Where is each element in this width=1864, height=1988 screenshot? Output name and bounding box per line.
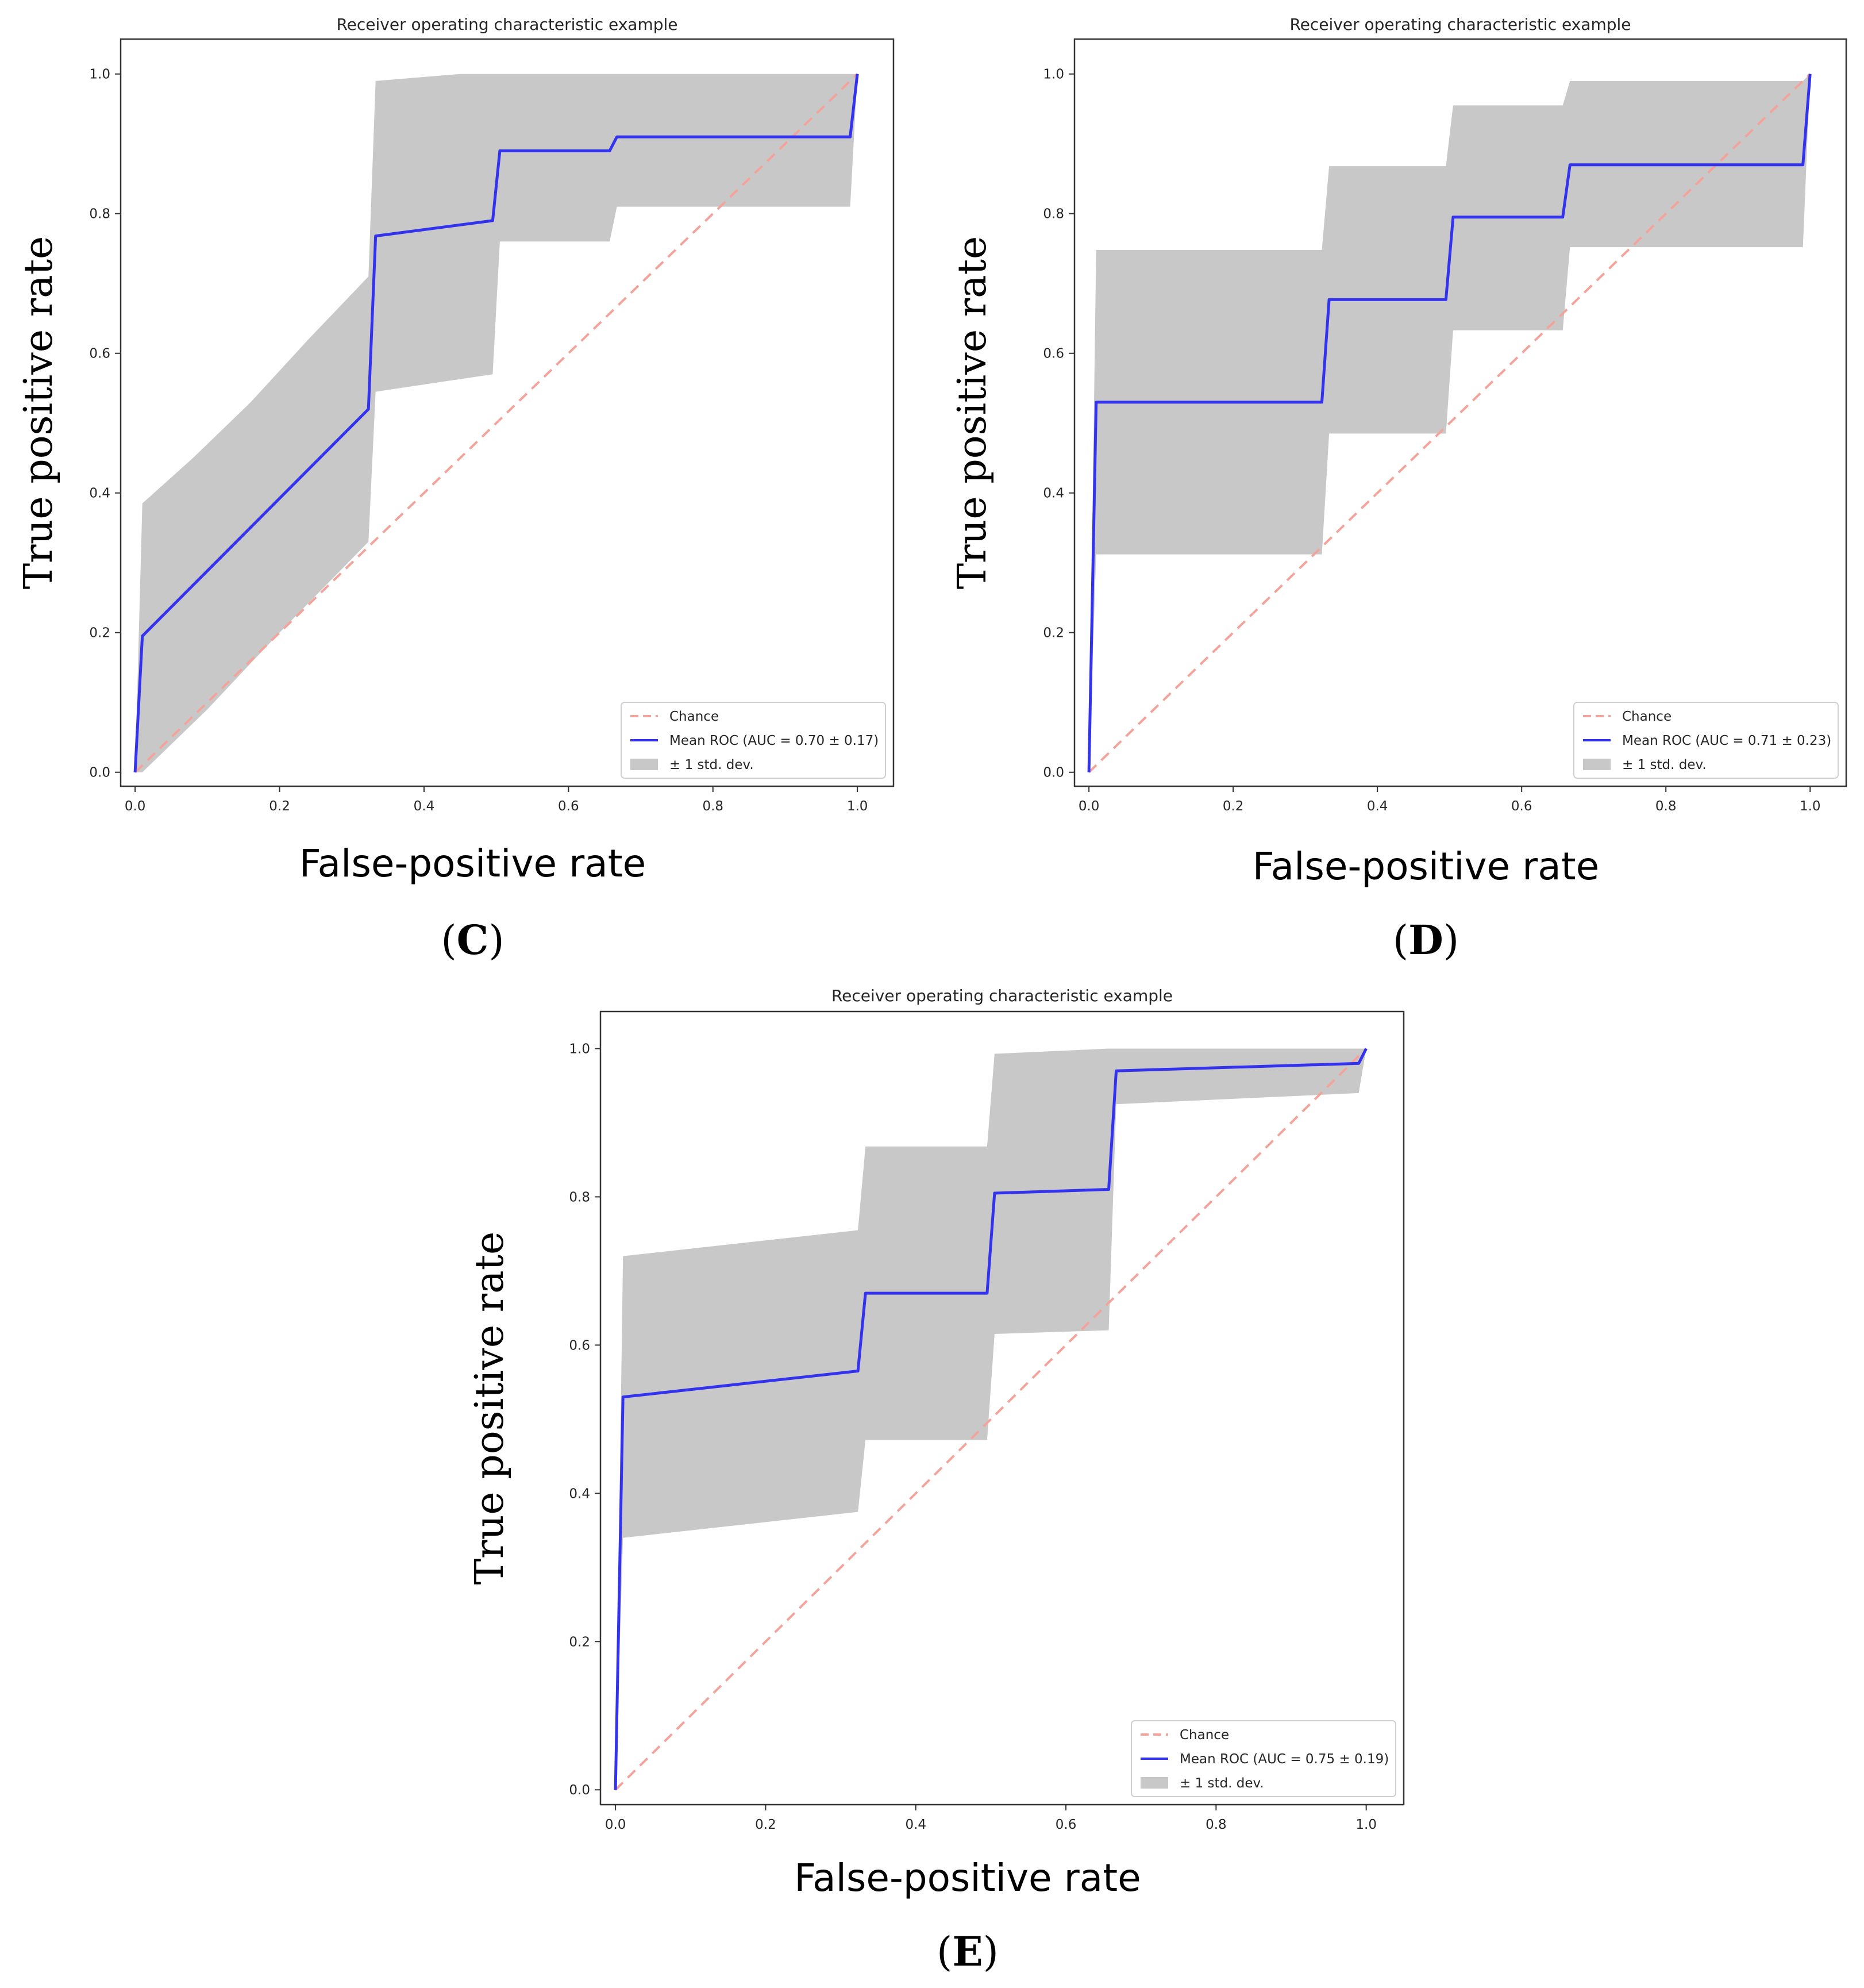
x-tick-label: 0.6 [1056,1817,1077,1832]
x-tick-label: 0.2 [755,1817,776,1832]
roc-panel-e: Receiver operating characteristic exampl… [457,977,1434,1988]
x-tick-label: 0.0 [605,1817,626,1832]
x-tick-label: 0.0 [125,799,146,814]
roc-panel-d: Receiver operating characteristic exampl… [942,0,1864,977]
legend-label: Chance [1622,709,1672,724]
panel-label-open: ( [441,917,456,964]
panel-label-close: ) [1443,917,1459,964]
y-axis-label: True positive rate [16,236,61,590]
y-tick-label: 1.0 [569,1041,590,1056]
roc-chart-c: Receiver operating characteristic exampl… [16,15,895,964]
legend-label: ± 1 std. dev. [1622,757,1707,772]
y-tick-label: 0.8 [1043,207,1064,222]
mean-roc-line [614,1048,1368,1790]
y-tick-label: 0.0 [89,766,110,780]
roc-chart-d: Receiver operating characteristic exampl… [950,15,1847,964]
legend-label: Mean ROC (AUC = 0.71 ± 0.23) [1622,733,1831,748]
x-tick-label: 0.4 [1367,799,1388,814]
panel-label: (E) [937,1928,999,1975]
mean-roc-line [1087,74,1812,772]
legend-band-key [1583,759,1611,770]
x-tick-label: 0.6 [558,799,579,814]
x-tick-label: 0.2 [269,799,290,814]
y-tick-label: 0.4 [1043,486,1064,501]
x-tick-label: 0.4 [905,1817,926,1832]
panel-label-letter: E [952,1928,983,1975]
y-tick-label: 0.2 [1043,626,1064,641]
chance-line [1088,73,1811,774]
roc-chart-e: Receiver operating characteristic exampl… [467,986,1405,1975]
roc-panel-c: Receiver operating characteristic exampl… [0,0,919,977]
panel-label-letter: C [457,916,489,964]
panel-label: (D) [1393,916,1459,964]
panel-label: (C) [441,916,504,964]
mean-roc-line [133,74,859,772]
x-tick-label: 1.0 [847,799,868,814]
y-tick-label: 0.8 [569,1190,590,1205]
std-dev-band [615,1048,1366,1790]
x-axis-label: False-positive rate [794,1856,1141,1900]
y-tick-label: 0.2 [569,1635,590,1649]
x-axis-label: False-positive rate [299,841,646,886]
y-tick-label: 0.6 [569,1338,590,1353]
x-tick-label: 0.0 [1079,799,1100,814]
y-axis-label: True positive rate [950,236,995,590]
y-axis-label: True positive rate [467,1232,513,1585]
chance-line [134,73,858,774]
y-tick-label: 0.4 [569,1486,590,1501]
x-tick-label: 0.2 [1223,799,1244,814]
y-tick-label: 1.0 [89,67,110,82]
x-tick-label: 0.8 [1655,799,1677,814]
panel-label-close: ) [983,1928,999,1975]
legend-label: Chance [1180,1728,1229,1743]
y-tick-label: 0.6 [1043,347,1064,362]
legend-label: Chance [669,709,719,724]
legend-label: ± 1 std. dev. [1180,1776,1264,1791]
x-axis-label: False-positive rate [1253,844,1599,889]
panel-label-open: ( [1393,917,1408,964]
y-tick-label: 0.0 [1043,766,1064,780]
x-tick-label: 0.8 [702,799,723,814]
legend-label: Mean ROC (AUC = 0.75 ± 0.19) [1180,1752,1389,1767]
plot-frame [599,1010,1405,1806]
panel-label-letter: D [1408,916,1443,964]
plot-frame [120,38,895,787]
y-tick-label: 0.4 [89,486,110,501]
panel-label-open: ( [937,1928,952,1975]
legend-band-key [1141,1777,1168,1789]
x-tick-label: 0.4 [414,799,435,814]
x-tick-label: 0.8 [1206,1817,1227,1832]
x-tick-label: 0.6 [1511,799,1532,814]
legend-box [1131,1720,1396,1797]
plot-frame [1073,38,1847,787]
panel-label-close: ) [488,917,504,964]
chart-title: Receiver operating characteristic exampl… [336,15,677,34]
chart-title: Receiver operating characteristic exampl… [1289,15,1631,34]
x-tick-label: 1.0 [1800,799,1821,814]
legend-box [621,702,886,779]
chance-line [614,1048,1368,1791]
y-tick-label: 0.6 [89,347,110,362]
legend-label: ± 1 std. dev. [669,757,754,772]
y-tick-label: 0.8 [89,207,110,222]
legend-label: Mean ROC (AUC = 0.70 ± 0.17) [669,733,879,748]
legend-box [1573,702,1839,779]
y-tick-label: 0.2 [89,626,110,641]
chart-title: Receiver operating characteristic exampl… [831,986,1173,1005]
y-tick-label: 1.0 [1043,67,1064,82]
x-tick-label: 1.0 [1355,1817,1377,1832]
y-tick-label: 0.0 [569,1783,590,1798]
legend-band-key [630,759,658,770]
